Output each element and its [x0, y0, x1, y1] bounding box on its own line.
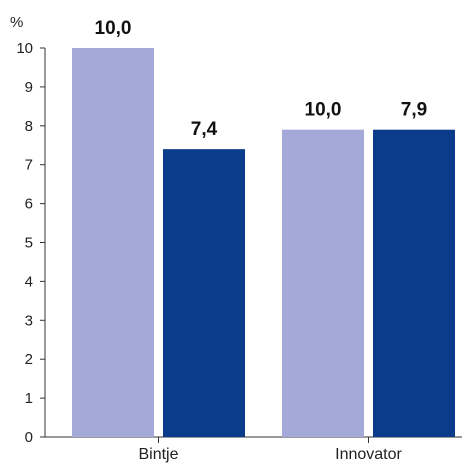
y-tick-label: 6: [25, 196, 33, 213]
y-axis: 0 1 2 3 4 5 6 7 8 9 10: [16, 40, 46, 446]
bar: [163, 149, 245, 437]
data-label: 7,4: [191, 119, 218, 140]
y-tick-label: 3: [25, 312, 33, 329]
data-label: 10,0: [305, 100, 342, 121]
y-tick-label: 8: [25, 118, 33, 135]
bar: [373, 129, 455, 437]
y-tick-label: 2: [25, 351, 33, 368]
data-label: 10,0: [95, 18, 132, 39]
y-tick-label: 5: [25, 235, 33, 252]
y-tick-label: 0: [25, 429, 33, 446]
bars: [72, 48, 455, 437]
data-label: 7,9: [401, 100, 427, 121]
bar: [282, 129, 364, 437]
category-labels: Bintje Innovator: [138, 437, 403, 463]
y-axis-unit-label: %: [10, 14, 23, 31]
y-tick-label: 4: [25, 273, 33, 290]
data-labels: 10,0 7,4 10,0 7,9: [95, 18, 428, 140]
y-tick-label: 1: [25, 390, 33, 407]
x-tick-label: Bintje: [138, 446, 178, 463]
y-tick-label: 9: [25, 79, 33, 96]
y-tick-label: 10: [16, 40, 33, 57]
x-tick-label: Innovator: [335, 446, 402, 463]
bar: [72, 48, 154, 437]
y-tick-label: 7: [25, 157, 33, 174]
